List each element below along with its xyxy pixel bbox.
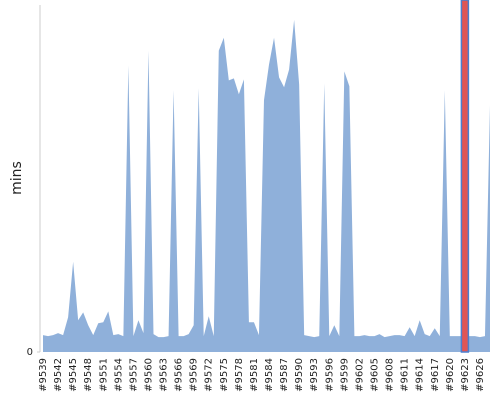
x-tick-label: #9566 — [174, 358, 185, 392]
x-tick-label: #9572 — [204, 358, 215, 392]
x-tick-label: #9596 — [324, 358, 335, 392]
x-tick-label: #9605 — [369, 358, 380, 392]
x-tick-label: #9551 — [98, 358, 109, 392]
x-tick-label: #9614 — [415, 358, 426, 392]
x-tick-label: #9617 — [430, 358, 441, 392]
x-tick-label: #9557 — [128, 358, 139, 392]
x-tick-label: #9611 — [400, 358, 411, 392]
x-tick-label: #9623 — [460, 358, 471, 392]
x-tick-label: #9563 — [159, 358, 170, 392]
x-tick-label: #9602 — [354, 358, 365, 392]
y-axis-label: mins — [9, 161, 25, 195]
x-tick-label: #9554 — [113, 358, 124, 392]
x-tick-label: #9548 — [83, 358, 94, 392]
x-tick-label: #9599 — [339, 358, 350, 392]
x-tick-label: #9545 — [68, 358, 79, 392]
x-tick-label: #9584 — [264, 358, 275, 392]
x-tick-label: #9542 — [53, 358, 64, 392]
x-tick-label: #9593 — [309, 358, 320, 392]
x-tick-label: #9626 — [475, 358, 486, 392]
x-tick-label: #9560 — [143, 358, 154, 392]
highlight-marker — [460, 0, 470, 353]
y-tick-label: 0 — [27, 347, 33, 358]
x-tick-label: #9620 — [445, 358, 456, 392]
x-tick-label: #9608 — [385, 358, 396, 392]
x-tick-label: #9578 — [234, 358, 245, 392]
x-tick-label: #9539 — [38, 358, 49, 392]
area — [43, 19, 490, 352]
x-tick-label: #9575 — [219, 358, 230, 392]
x-tick-label: #9569 — [189, 358, 200, 392]
x-tick-label: #9587 — [279, 358, 290, 392]
x-tick-label: #9590 — [294, 358, 305, 392]
x-tick-label: #9581 — [249, 358, 260, 392]
